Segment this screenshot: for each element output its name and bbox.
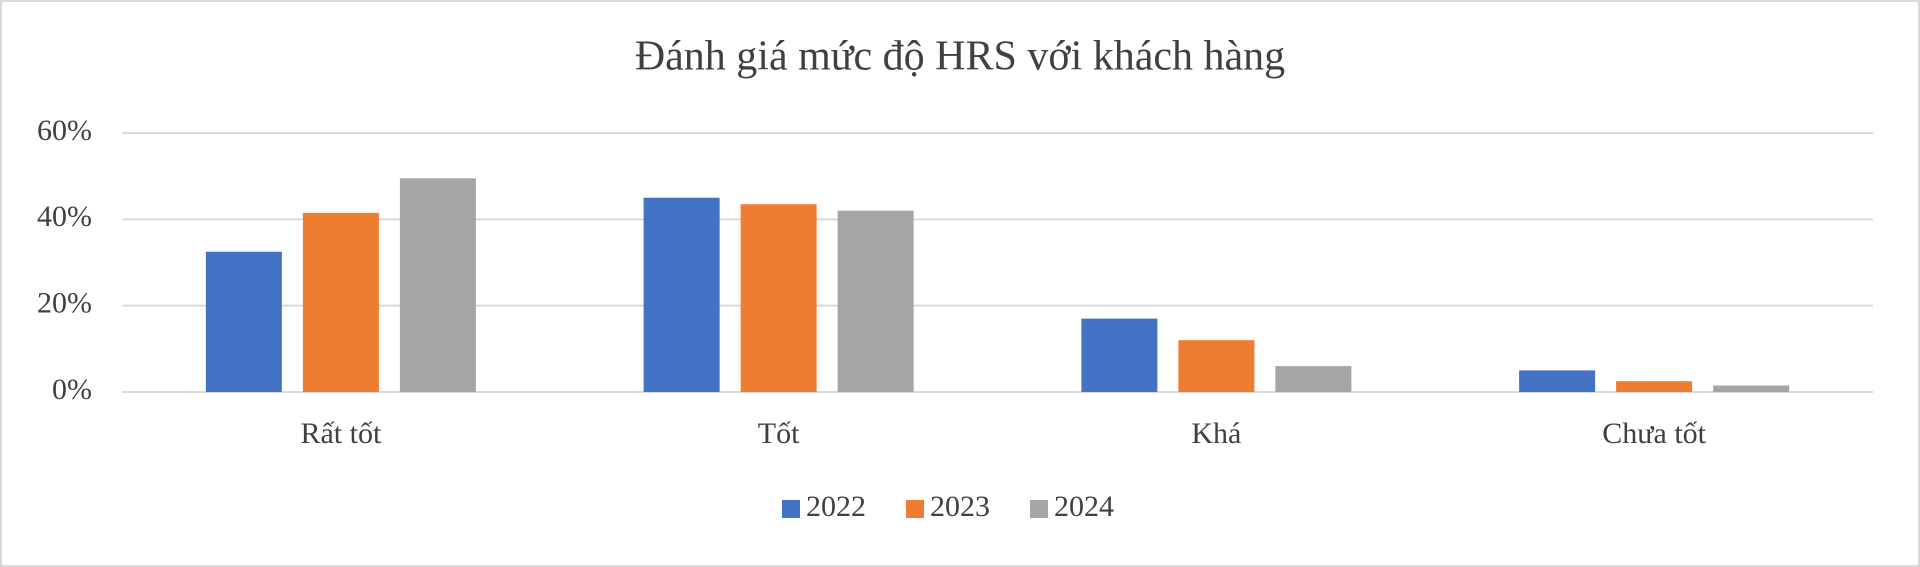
legend-swatch — [1030, 500, 1048, 518]
bar — [399, 178, 476, 392]
legend-label: 2024 — [1054, 490, 1114, 523]
legend-label: 2023 — [930, 490, 990, 523]
bar — [1178, 340, 1255, 392]
legend-label: 2022 — [806, 490, 866, 523]
bar — [643, 197, 720, 392]
bar — [1081, 318, 1158, 392]
y-tick-label: 0% — [52, 373, 92, 406]
bar — [1275, 366, 1352, 392]
y-tick-label: 20% — [37, 287, 92, 320]
bar — [1519, 370, 1596, 392]
legend-swatch — [782, 500, 800, 518]
legend-swatch — [906, 500, 924, 518]
bar — [837, 210, 914, 392]
bar — [1616, 381, 1693, 392]
bar — [205, 251, 282, 392]
bar — [740, 204, 817, 392]
chart-title: Đánh giá mức độ HRS với khách hàng — [635, 34, 1285, 80]
x-tick-label: Chưa tốt — [1602, 417, 1706, 450]
y-tick-label: 60% — [37, 114, 92, 147]
x-tick-label: Rất tốt — [300, 417, 381, 450]
x-tick-label: Khá — [1191, 417, 1241, 450]
bar — [1713, 385, 1790, 392]
bar — [302, 212, 379, 392]
y-tick-label: 40% — [37, 200, 92, 233]
x-tick-label: Tốt — [758, 417, 800, 450]
